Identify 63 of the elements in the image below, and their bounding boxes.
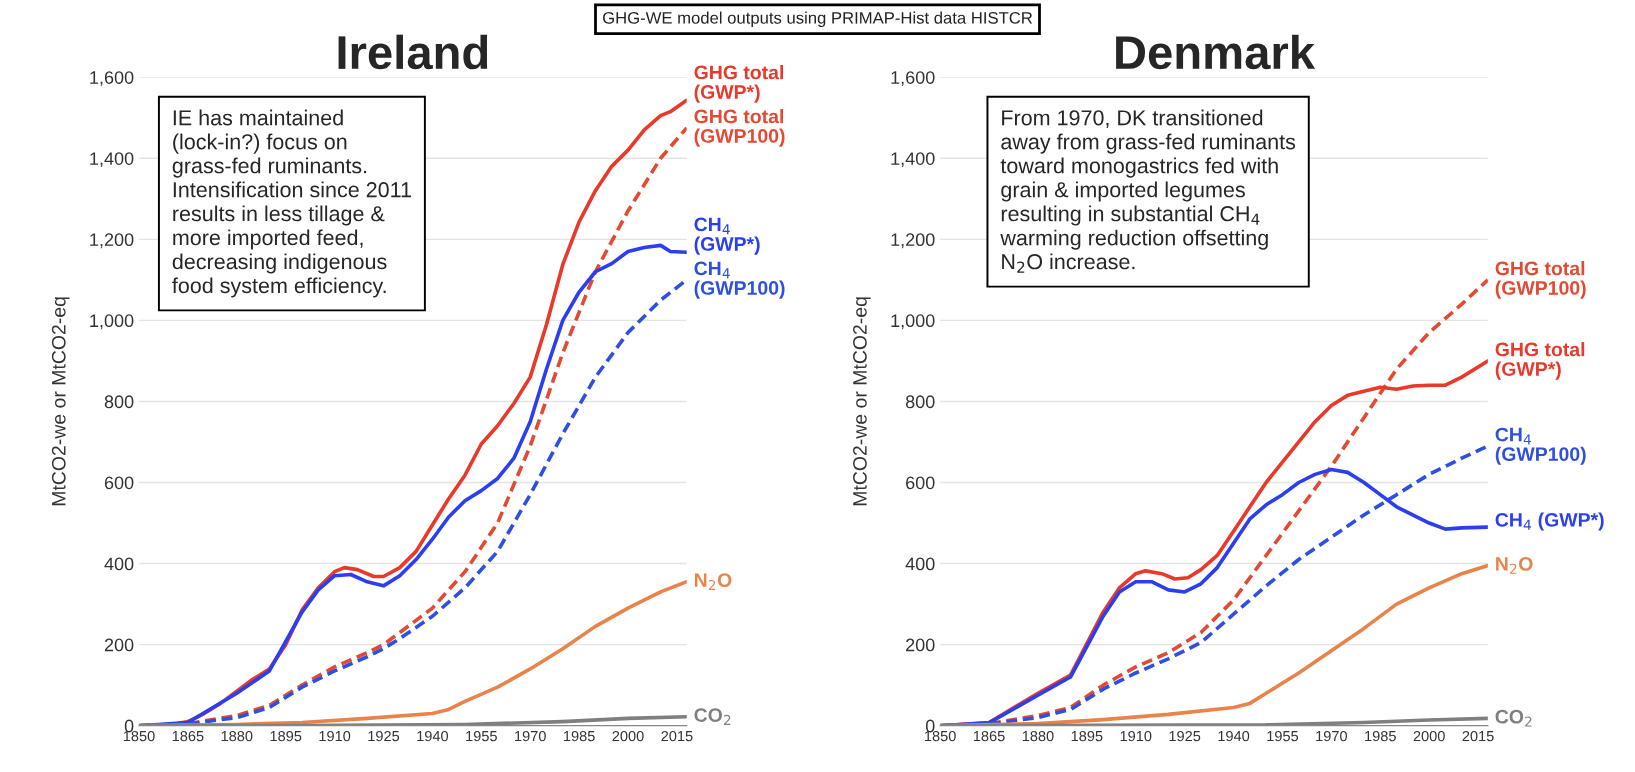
y-tick-label: 0 xyxy=(124,719,134,733)
x-tick-label: 1880 xyxy=(221,730,253,742)
x-tick-label: 2015 xyxy=(661,730,693,742)
series-label: GHG total (GWP100) xyxy=(1495,261,1586,299)
x-tick-label: 1925 xyxy=(368,730,400,742)
y-tick-label: 1,200 xyxy=(891,233,935,249)
y-tick-label: 1,200 xyxy=(90,233,134,249)
x-tick-label: 1925 xyxy=(1169,730,1201,742)
x-tick-label: 2000 xyxy=(1413,730,1445,742)
x-tick-label: 1910 xyxy=(319,730,351,742)
x-tick-label: 1970 xyxy=(515,730,546,742)
series-label: CH$_{4}$ (GWP100) xyxy=(1495,427,1586,465)
series-label: GHG total (GWP*) xyxy=(694,65,784,103)
x-tick-label: 1880 xyxy=(1022,730,1054,742)
y-tick-label: 1,000 xyxy=(891,314,935,330)
x-tick-label: 1850 xyxy=(123,730,155,742)
series-label: CH$_{4}$ (GWP*) xyxy=(694,217,760,255)
text: GHG-WE model outputs using PRIMAP-Hist data HISTCR xyxy=(603,11,1033,28)
series-label: CO$_{2}$ xyxy=(1495,709,1532,727)
x-tick-label: 1865 xyxy=(172,730,204,742)
x-tick-label: 2000 xyxy=(612,730,644,742)
x-tick-label: 1895 xyxy=(1071,730,1103,742)
text: From 1970, DK transitioned away from grass-fed ruminants toward monogastrics fed with grain & imported legumes resulting in substantial CH$_{4}$ warming reduction offsetting N$_{2}$O increase. xyxy=(1000,109,1296,273)
y-tick-label: 600 xyxy=(104,476,134,490)
series-label: GHG total (GWP*) xyxy=(1495,342,1585,380)
chart-title: Ireland xyxy=(338,34,488,70)
x-tick-label: 1970 xyxy=(1316,730,1348,742)
y-tick-label: 400 xyxy=(104,557,134,571)
x-tick-label: 1895 xyxy=(270,730,302,742)
series-label: N$_{2}$O xyxy=(694,573,732,590)
y-tick-label: 1,600 xyxy=(891,71,935,87)
y-tick-label: 0 xyxy=(925,719,935,733)
y-axis-title: MtCO2-we or MtCO2-eq xyxy=(51,297,70,506)
y-tick-label: 800 xyxy=(905,395,935,409)
x-tick-label: 1985 xyxy=(1365,730,1396,742)
annotation: IE has maintained (lock-in?) focus on grass-fed ruminants. Intensification since 2011 results in less tillage & more imported feed, decreasing indigenous food system efficiency. xyxy=(172,109,411,298)
y-tick-label: 1,400 xyxy=(891,152,935,168)
x-tick-label: 1850 xyxy=(925,730,956,742)
series-label: N$_{2}$O xyxy=(1496,557,1533,574)
y-tick-label: 200 xyxy=(104,638,134,652)
x-tick-label: 1910 xyxy=(1120,730,1152,742)
x-tick-label: 1985 xyxy=(564,730,595,742)
series-label: GHG total (GWP100) xyxy=(694,109,785,147)
y-tick-label: 1,000 xyxy=(90,314,134,330)
line-series xyxy=(940,716,1488,726)
x-tick-label: 1940 xyxy=(1218,730,1250,742)
y-tick-label: 800 xyxy=(104,395,134,409)
series-label: CH$_{4}$ (GWP*) xyxy=(1495,512,1604,531)
x-tick-label: 1955 xyxy=(1267,730,1299,742)
x-tick-label: 1940 xyxy=(417,730,449,742)
series-label: CH$_{4}$ (GWP100) xyxy=(694,261,785,299)
x-tick-label: 2015 xyxy=(1462,730,1494,742)
line-series xyxy=(138,714,687,726)
y-tick-label: 200 xyxy=(906,638,935,652)
y-axis-title: MtCO2-we or MtCO2-eq xyxy=(853,297,871,506)
y-tick-label: 1,600 xyxy=(90,71,134,87)
series-label: CO$_{2}$ xyxy=(694,708,731,725)
y-tick-label: 1,400 xyxy=(90,152,134,168)
y-tick-label: 600 xyxy=(906,476,935,490)
x-tick-label: 1955 xyxy=(466,730,497,742)
x-tick-label: 1865 xyxy=(973,730,1005,742)
y-tick-label: 400 xyxy=(905,557,935,571)
chart-title: Denmark xyxy=(1116,34,1316,70)
